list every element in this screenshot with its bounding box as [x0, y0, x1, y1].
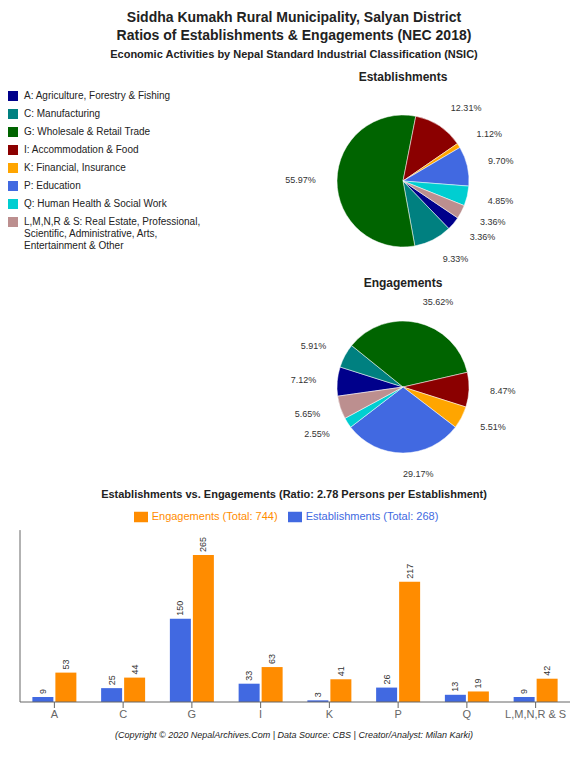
svg-text:44: 44: [130, 665, 140, 675]
html-text:Establishments: Establishments: [358, 70, 448, 84]
svg-text:3: 3: [313, 692, 323, 697]
svg-text:19: 19: [473, 678, 483, 688]
svg-text:33: 33: [244, 671, 254, 681]
svg-text:5.51%: 5.51%: [480, 422, 506, 432]
svg-text:3.36%: 3.36%: [480, 217, 506, 227]
svg-text:55.97%: 55.97%: [285, 175, 316, 185]
svg-text:53: 53: [61, 660, 71, 670]
svg-text:42: 42: [542, 666, 552, 676]
svg-text:25: 25: [107, 675, 117, 685]
svg-text:K: K: [326, 708, 334, 720]
html-text:I: Accommodation & Food: I: Accommodation & Food: [24, 144, 139, 155]
svg-text:5.91%: 5.91%: [301, 341, 327, 351]
svg-text:5.65%: 5.65%: [295, 409, 321, 419]
svg-text:13: 13: [450, 682, 460, 692]
html-text:Economic Activities by Nepal S: Economic Activities by Nepal Standard In…: [110, 48, 478, 60]
svg-text:7.12%: 7.12%: [291, 375, 317, 385]
svg-text:150: 150: [175, 601, 185, 616]
svg-text:26: 26: [382, 675, 392, 685]
html-text:Entertainment & Other: Entertainment & Other: [24, 240, 124, 251]
html-text:Establishments (Total: 268): Establishments (Total: 268): [305, 510, 439, 522]
html-text:Ratios of Establishments & Eng: Ratios of Establishments & Engagements (…: [116, 27, 472, 43]
svg-text:P: P: [394, 708, 401, 720]
svg-text:217: 217: [405, 564, 415, 579]
html-text:C: Manufacturing: C: Manufacturing: [24, 108, 101, 119]
svg-text:9.70%: 9.70%: [488, 156, 514, 166]
svg-text:4.85%: 4.85%: [488, 196, 514, 206]
html-text:Engagements (Total: 744): Engagements (Total: 744): [151, 510, 278, 522]
svg-text:L,M,N,R & S: L,M,N,R & S: [505, 708, 566, 720]
svg-text:8.47%: 8.47%: [490, 386, 516, 396]
svg-text:Q: Q: [463, 708, 472, 720]
html-text:Scientific, Administrative, Ar: Scientific, Administrative, Arts,: [24, 228, 158, 239]
svg-text:29.17%: 29.17%: [403, 469, 434, 479]
html-text:Establishments vs. Engagements: Establishments vs. Engagements (Ratio: 2…: [101, 488, 487, 500]
svg-text:41: 41: [336, 666, 346, 676]
svg-text:3.36%: 3.36%: [470, 232, 496, 242]
svg-text:9: 9: [519, 689, 529, 694]
svg-text:2.55%: 2.55%: [304, 429, 330, 439]
html-text:P: Education: P: Education: [24, 180, 81, 191]
html-text:A: Agriculture, Forestry & Fis: A: Agriculture, Forestry & Fishing: [24, 90, 171, 101]
svg-text:9: 9: [38, 689, 48, 694]
html-text:G: Wholesale & Retail Trade: G: Wholesale & Retail Trade: [24, 126, 151, 137]
html-text:(Copyright © 2020 NepalArchive: (Copyright © 2020 NepalArchives.Com | Da…: [115, 730, 473, 740]
svg-text:G: G: [188, 708, 197, 720]
svg-text:63: 63: [267, 654, 277, 664]
svg-text:I: I: [259, 708, 262, 720]
html-text:L,M,N,R & S: Real Estate, Prof: L,M,N,R & S: Real Estate, Professional,: [24, 216, 201, 227]
html-text:Engagements: Engagements: [363, 276, 443, 290]
svg-text:265: 265: [198, 537, 208, 552]
html-text:K: Financial, Insurance: K: Financial, Insurance: [24, 162, 126, 173]
svg-text:C: C: [119, 708, 127, 720]
svg-text:35.62%: 35.62%: [423, 297, 454, 307]
svg-text:12.31%: 12.31%: [451, 103, 482, 113]
html-text:Q: Human Health & Social Work: Q: Human Health & Social Work: [24, 198, 167, 209]
html-text:Siddha Kumakh Rural Municipali: Siddha Kumakh Rural Municipality, Salyan…: [126, 9, 462, 25]
svg-text:9.33%: 9.33%: [443, 254, 469, 264]
svg-text:1.12%: 1.12%: [476, 129, 502, 139]
svg-text:A: A: [51, 708, 59, 720]
